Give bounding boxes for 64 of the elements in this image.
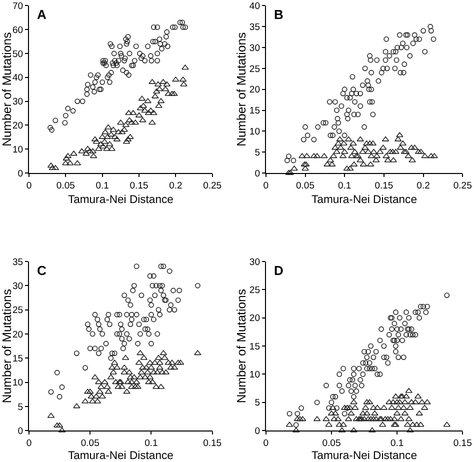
y-tick-label: 25: [249, 64, 260, 75]
y-tick-label: 5: [18, 402, 24, 413]
x-tick-label: 0: [26, 180, 32, 192]
y-axis-title: Number of Mutations: [234, 288, 249, 404]
chart-title: A: [37, 7, 47, 22]
y-tick-label: 10: [12, 144, 24, 156]
y-tick-label: 0: [18, 426, 24, 437]
y-tick-label: 5: [254, 147, 260, 158]
x-tick-label: 0.2: [416, 180, 430, 192]
y-tick-label: 35: [249, 22, 260, 33]
x-axis-title: Tamura-Nei Distance: [312, 194, 418, 206]
chart-title: B: [274, 7, 284, 22]
chart-title: D: [274, 263, 284, 278]
y-tick-label: 25: [12, 305, 24, 316]
y-tick-label: 15: [12, 353, 24, 364]
x-tick-label: 0: [26, 438, 32, 449]
y-tick-label: 20: [12, 329, 24, 340]
y-tick-label: 0: [254, 426, 260, 437]
y-tick-label: 30: [12, 280, 24, 292]
x-tick-label: 0.1: [144, 438, 158, 449]
y-tick-label: 40: [12, 72, 24, 84]
y-tick-label: 20: [249, 84, 260, 96]
y-tick-label: 70: [12, 1, 24, 12]
chart-title: C: [37, 263, 47, 278]
x-tick-label: 0.2: [169, 180, 182, 192]
x-tick-label: 0: [263, 180, 269, 192]
x-tick-label: 0.05: [56, 180, 75, 192]
y-tick-label: 50: [12, 48, 24, 60]
y-tick-label: 60: [12, 24, 24, 36]
y-tick-label: 0: [18, 168, 24, 180]
y-axis-title: Number of Mutations: [0, 32, 14, 146]
x-tick-label: 0.1: [390, 438, 404, 449]
y-axis-title: Number of Mutations: [0, 288, 14, 404]
y-tick-label: 40: [249, 1, 260, 12]
y-tick-label: 15: [249, 106, 260, 117]
x-tick-label: 0.25: [453, 180, 472, 192]
y-tick-label: 10: [249, 370, 260, 381]
x-axis-title: Tamura-Nei Distance: [68, 194, 174, 206]
x-tick-label: 0.15: [453, 438, 472, 449]
x-tick-label: 0.15: [130, 180, 148, 192]
y-axis-title: Number of Mutations: [234, 32, 249, 146]
x-tick-label: 0.05: [80, 438, 100, 449]
y-tick-label: 30: [249, 256, 260, 268]
y-tick-label: 30: [249, 42, 260, 54]
x-tick-label: 0.1: [96, 180, 109, 192]
y-tick-label: 15: [249, 341, 260, 352]
x-tick-label: 0.05: [296, 180, 315, 192]
x-tick-label: 0.25: [203, 180, 222, 192]
y-tick-label: 0: [254, 168, 260, 180]
y-tick-label: 35: [12, 256, 24, 268]
x-tick-label: 0.15: [374, 180, 394, 192]
y-tick-label: 5: [254, 398, 260, 409]
x-tick-label: 0.05: [322, 438, 341, 449]
y-tick-label: 20: [12, 120, 24, 132]
x-axis-title: Tamura-Nei Distance: [312, 450, 418, 462]
y-tick-label: 30: [12, 96, 24, 108]
x-axis-title: Tamura-Nei Distance: [68, 450, 174, 462]
x-tick-label: 0: [263, 438, 269, 449]
y-tick-label: 10: [12, 378, 24, 389]
x-tick-label: 0.1: [338, 180, 352, 192]
y-tick-label: 10: [249, 126, 260, 138]
y-tick-label: 25: [249, 284, 260, 296]
y-tick-label: 20: [249, 313, 260, 324]
x-tick-label: 0.15: [203, 438, 222, 449]
